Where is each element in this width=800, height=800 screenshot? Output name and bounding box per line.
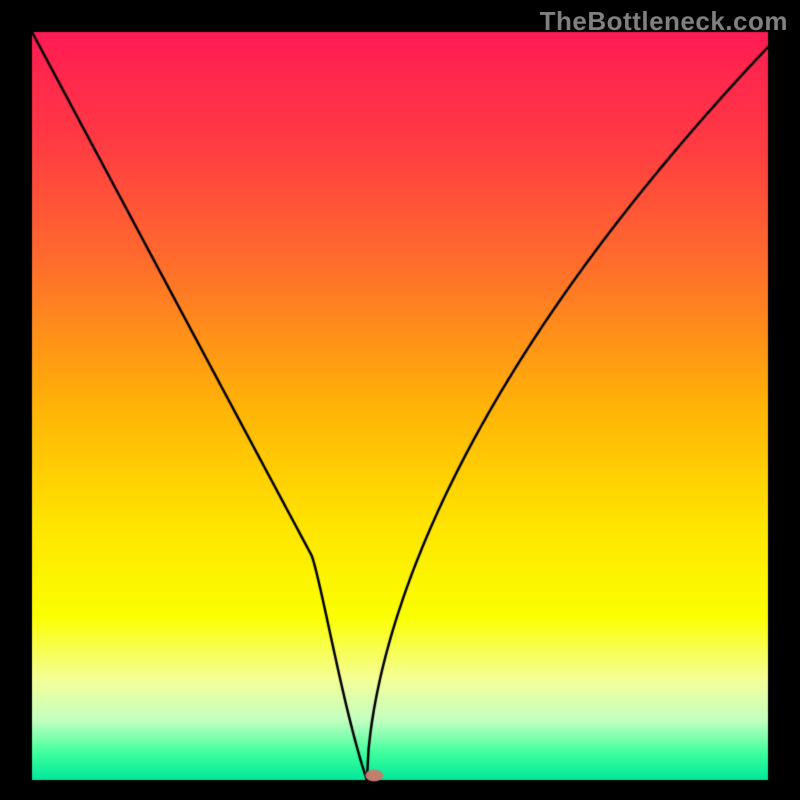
bottleneck-chart-canvas: [0, 0, 800, 800]
watermark-text: TheBottleneck.com: [540, 6, 788, 37]
chart-container: TheBottleneck.com: [0, 0, 800, 800]
